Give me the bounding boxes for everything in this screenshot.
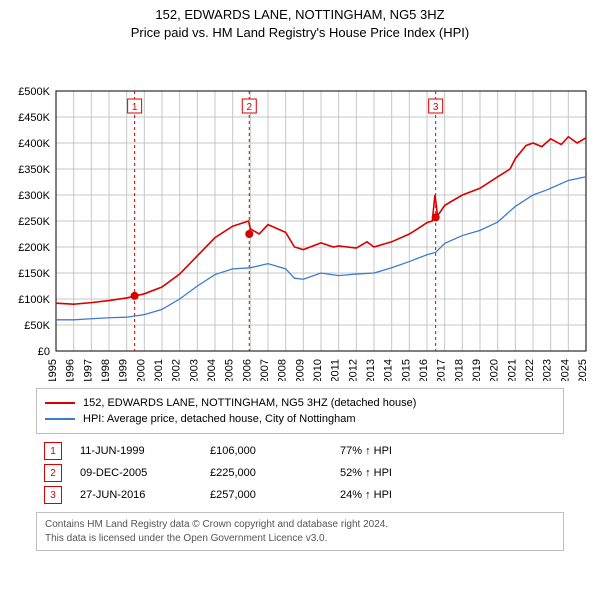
svg-text:£400K: £400K — [18, 138, 50, 150]
svg-text:2020: 2020 — [489, 359, 501, 381]
svg-text:2007: 2007 — [259, 359, 271, 381]
event-price: £225,000 — [210, 467, 340, 479]
svg-text:£450K: £450K — [18, 112, 50, 124]
svg-text:1995: 1995 — [47, 359, 59, 381]
svg-text:2008: 2008 — [277, 359, 289, 381]
svg-text:£500K: £500K — [18, 86, 50, 98]
page: 152, EDWARDS LANE, NOTTINGHAM, NG5 3HZ P… — [0, 0, 600, 590]
svg-text:2000: 2000 — [135, 359, 147, 381]
svg-text:£50K: £50K — [24, 320, 50, 332]
event-row: 1 11-JUN-1999£106,00077% ↑ HPI — [36, 440, 564, 462]
svg-text:1998: 1998 — [100, 359, 112, 381]
event-badge: 3 — [44, 486, 62, 504]
svg-text:2014: 2014 — [383, 359, 395, 381]
legend-item-hpi: HPI: Average price, detached house, City… — [45, 411, 555, 427]
license-note: Contains HM Land Registry data © Crown c… — [36, 512, 564, 551]
event-hpi-diff: 77% ↑ HPI — [340, 445, 392, 457]
event-badge: 1 — [44, 442, 62, 460]
price-chart: £0 £50K £100K £150K £200K £250K £300K £350K £400… — [0, 41, 600, 381]
legend: 152, EDWARDS LANE, NOTTINGHAM, NG5 3HZ (… — [36, 388, 564, 434]
svg-text:2024: 2024 — [559, 359, 571, 381]
svg-text:2010: 2010 — [312, 359, 324, 381]
event-row: 3 27-JUN-2016£257,00024% ↑ HPI — [36, 484, 564, 506]
events-list: 1 11-JUN-1999£106,00077% ↑ HPI 2 09-DEC-200… — [36, 436, 564, 506]
svg-text:£350K: £350K — [18, 164, 50, 176]
title-line1: 152, EDWARDS LANE, NOTTINGHAM, NG5 3HZ — [0, 6, 600, 24]
svg-text:£150K: £150K — [18, 268, 50, 280]
legend-label: HPI: Average price, detached house, City… — [83, 413, 356, 425]
svg-text:2019: 2019 — [471, 359, 483, 381]
svg-text:2002: 2002 — [171, 359, 183, 381]
svg-text:2025: 2025 — [577, 359, 589, 381]
legend-swatch — [45, 418, 75, 420]
event-row: 2 09-DEC-2005£225,00052% ↑ HPI — [36, 462, 564, 484]
title-line2: Price paid vs. HM Land Registry's House … — [0, 24, 600, 42]
svg-text:£100K: £100K — [18, 294, 50, 306]
svg-text:2012: 2012 — [347, 359, 359, 381]
svg-text:2011: 2011 — [330, 359, 342, 381]
svg-text:£0: £0 — [38, 346, 50, 358]
svg-text:2021: 2021 — [506, 359, 518, 381]
svg-text:2023: 2023 — [542, 359, 554, 381]
event-hpi-diff: 24% ↑ HPI — [340, 489, 392, 501]
legend-label: 152, EDWARDS LANE, NOTTINGHAM, NG5 3HZ (… — [83, 397, 416, 409]
svg-text:2005: 2005 — [224, 359, 236, 381]
event-date: 09-DEC-2005 — [80, 467, 210, 479]
event-hpi-diff: 52% ↑ HPI — [340, 467, 392, 479]
svg-text:3: 3 — [433, 102, 439, 113]
event-date: 11-JUN-1999 — [80, 445, 210, 457]
svg-text:2018: 2018 — [453, 359, 465, 381]
legend-item-property: 152, EDWARDS LANE, NOTTINGHAM, NG5 3HZ (… — [45, 395, 555, 411]
legend-swatch — [45, 402, 75, 404]
svg-text:2: 2 — [246, 102, 252, 113]
svg-text:2006: 2006 — [241, 359, 253, 381]
svg-text:2015: 2015 — [400, 359, 412, 381]
svg-text:2009: 2009 — [294, 359, 306, 381]
svg-text:1: 1 — [132, 102, 138, 113]
event-price: £257,000 — [210, 489, 340, 501]
svg-text:2003: 2003 — [188, 359, 200, 381]
event-date: 27-JUN-2016 — [80, 489, 210, 501]
license-line2: This data is licensed under the Open Gov… — [45, 532, 555, 546]
svg-text:1999: 1999 — [118, 359, 130, 381]
svg-text:£200K: £200K — [18, 242, 50, 254]
svg-text:2013: 2013 — [365, 359, 377, 381]
event-price: £106,000 — [210, 445, 340, 457]
event-badge: 2 — [44, 464, 62, 482]
svg-text:1997: 1997 — [82, 359, 94, 381]
svg-text:2001: 2001 — [153, 359, 165, 381]
svg-text:£250K: £250K — [18, 216, 50, 228]
license-line1: Contains HM Land Registry data © Crown c… — [45, 518, 555, 532]
svg-text:2016: 2016 — [418, 359, 430, 381]
svg-text:£300K: £300K — [18, 190, 50, 202]
chart-title: 152, EDWARDS LANE, NOTTINGHAM, NG5 3HZ P… — [0, 0, 600, 41]
svg-text:2004: 2004 — [206, 359, 218, 381]
svg-text:2017: 2017 — [436, 359, 448, 381]
svg-text:2022: 2022 — [524, 359, 536, 381]
svg-text:1996: 1996 — [65, 359, 77, 381]
